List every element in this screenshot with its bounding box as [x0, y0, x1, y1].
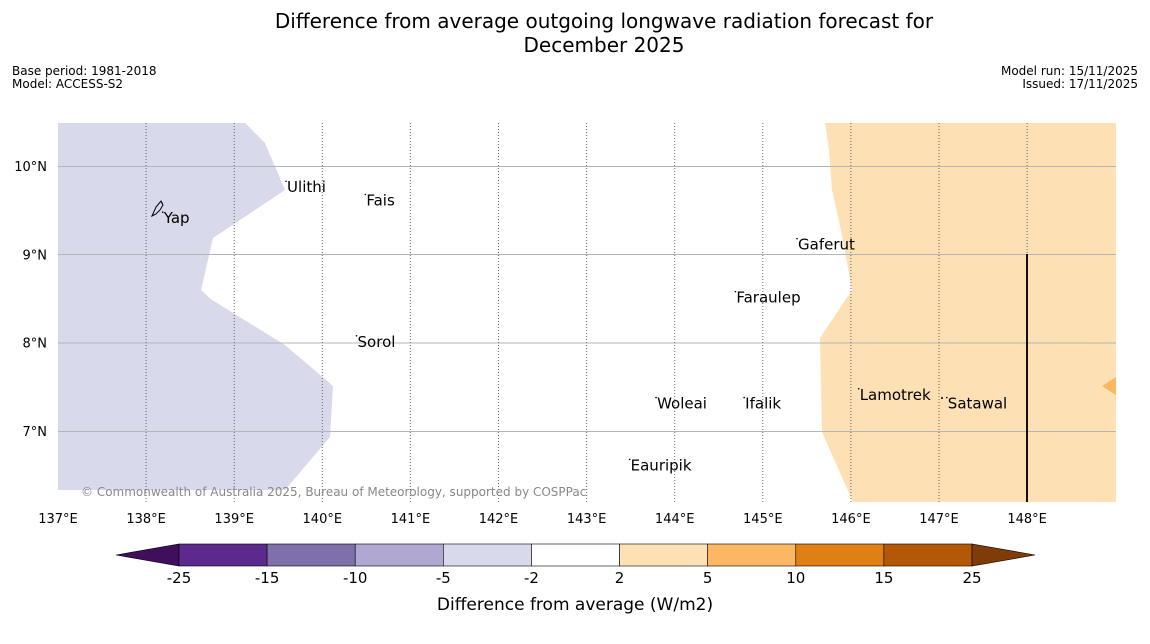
colorbar-tick-7: 10	[786, 569, 805, 587]
lat-tick-9: 9°N	[23, 248, 48, 263]
anomaly-region-small-east	[1102, 377, 1116, 395]
place-label-sorol: Sorol	[358, 333, 396, 351]
place-marker-satawal	[946, 396, 948, 399]
colorbar-tick-5: 2	[615, 569, 625, 587]
anomaly-region-negative	[58, 123, 333, 490]
colorbar-segment-4	[531, 543, 620, 567]
title-line-1: Difference from average outgoing longwav…	[274, 9, 934, 33]
place-marker-ifalik	[743, 396, 745, 399]
islet-dot	[941, 397, 943, 399]
place-marker-faraulep	[734, 290, 737, 293]
place-label-gaferut: Gaferut	[798, 236, 855, 254]
colorbar-segment-7	[795, 543, 885, 567]
place-marker-gaferut	[796, 237, 798, 240]
lon-tick-148: 148°E	[1007, 512, 1047, 527]
colorbar-tick-1: -15	[255, 569, 280, 587]
colorbar-tick-8: 15	[874, 569, 893, 587]
place-marker-lamotrek	[857, 387, 860, 390]
map-title: Difference from average outgoing longwav…	[0, 9, 1150, 57]
colorbar-label: Difference from average (W/m2)	[437, 595, 713, 615]
colorbar-tick-9: 25	[962, 569, 981, 587]
title-line-2: December 2025	[523, 33, 685, 57]
metadata-left: Base period: 1981-2018 Model: ACCESS-S2	[12, 65, 157, 91]
yap-island-shape	[150, 200, 164, 218]
lat-tick-7: 7°N	[23, 425, 48, 440]
lon-tick-labels: 137°E 138°E 139°E 140°E 141°E 142°E 143°E 144°E…	[38, 512, 1047, 527]
place-marker-sorol	[355, 334, 358, 337]
place-marker-fais	[364, 193, 367, 196]
place-label-faraulep: Faraulep	[736, 289, 800, 307]
lon-tick-145: 145°E	[743, 512, 783, 527]
place-marker-woleai	[655, 396, 657, 399]
yap-dot	[161, 202, 163, 204]
place-label-yap: Yap	[163, 209, 190, 227]
model-text: Model: ACCESS-S2	[12, 77, 124, 91]
lon-tick-144: 144°E	[655, 512, 695, 527]
colorbar-tick-2: -10	[343, 569, 368, 587]
place-labels: Yap Ulithi Fais Gaferut Faraulep Sorol Lamotre…	[161, 178, 1007, 474]
place-marker-yap	[161, 211, 164, 213]
lon-tick-137: 137°E	[38, 512, 78, 527]
lat-tick-8: 8°N	[23, 337, 48, 352]
colorbar-segment-5	[619, 543, 708, 567]
base-period-text: Base period: 1981-2018	[12, 64, 157, 78]
lon-tick-146: 146°E	[831, 512, 871, 527]
lat-tick-10: 10°N	[14, 160, 47, 175]
place-label-fais: Fais	[366, 191, 395, 209]
place-label-eauripik: Eauripik	[631, 456, 692, 474]
place-label-ifalik: Ifalik	[745, 395, 781, 413]
lon-tick-140: 140°E	[303, 512, 343, 527]
place-marker-ulithi	[285, 180, 287, 183]
colorbar-tick-4: -2	[524, 569, 539, 587]
colorbar: -25 -15 -10 -5 -2 2 5 10 15 25	[115, 543, 1036, 587]
colorbar-segment-3	[443, 543, 532, 567]
lon-tick-141: 141°E	[391, 512, 431, 527]
lon-tick-139: 139°E	[214, 512, 254, 527]
place-label-satawal: Satawal	[948, 395, 1007, 413]
colorbar-segment-0	[178, 543, 268, 567]
lon-tick-143: 143°E	[567, 512, 607, 527]
colorbar-segment-8	[883, 543, 973, 567]
colorbar-extend-low	[115, 543, 180, 567]
colorbar-segment-6	[707, 543, 797, 567]
copyright-text: © Commonwealth of Australia 2025, Bureau…	[81, 485, 586, 499]
lat-tick-labels: 10°N 9°N 8°N 7°N	[14, 160, 47, 440]
colorbar-segment-1	[266, 543, 356, 567]
anomaly-region-positive	[820, 123, 1116, 502]
place-label-ulithi: Ulithi	[287, 178, 326, 196]
colorbar-tick-3: -5	[436, 569, 451, 587]
lon-tick-138: 138°E	[126, 512, 166, 527]
place-marker-eauripik	[628, 458, 631, 461]
lon-tick-142: 142°E	[479, 512, 519, 527]
colorbar-segment-2	[354, 543, 444, 567]
lon-tick-147: 147°E	[919, 512, 959, 527]
colorbar-tick-0: -25	[167, 569, 192, 587]
place-label-lamotrek: Lamotrek	[860, 386, 931, 404]
metadata-right: Model run: 15/11/2025 Issued: 17/11/2025	[1001, 65, 1138, 91]
colorbar-extend-high	[971, 543, 1036, 567]
colorbar-tick-6: 5	[703, 569, 713, 587]
model-run-text: Model run: 15/11/2025	[1000, 64, 1138, 78]
place-label-woleai: Woleai	[657, 395, 707, 413]
issued-text: Issued: 17/11/2025	[1022, 77, 1138, 91]
map-area: Yap Ulithi Fais Gaferut Faraulep Sorol Lamotre…	[58, 123, 1116, 502]
